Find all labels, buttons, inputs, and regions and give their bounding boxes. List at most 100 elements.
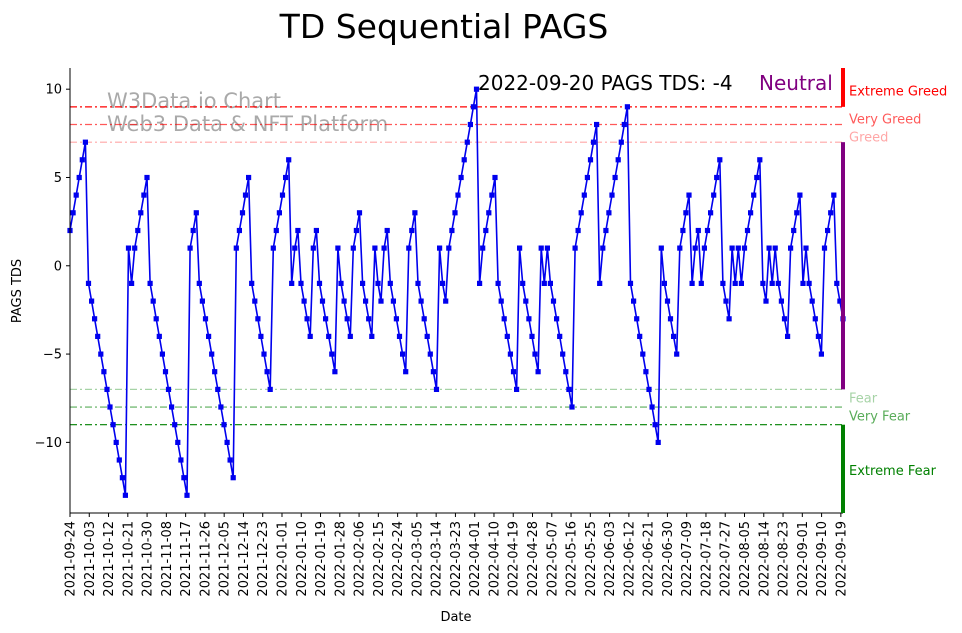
data-point-103 [384, 227, 390, 234]
data-point-68 [276, 210, 282, 216]
data-point-203 [692, 245, 698, 251]
data-point-166 [578, 210, 584, 216]
x-tick-label-2021-12-05: 2021-12-05 [218, 521, 233, 597]
chart-title: TD Sequential PAGS [279, 7, 609, 46]
data-point-23 [138, 210, 144, 216]
data-point-206 [701, 245, 707, 251]
x-tick-label-2022-02-24: 2022-02-24 [391, 521, 406, 597]
data-point-185 [637, 333, 643, 339]
data-point-208 [708, 210, 714, 216]
data-point-70 [283, 174, 289, 181]
data-point-12 [104, 386, 110, 392]
data-point-34 [172, 422, 178, 428]
x-tick-label-2022-01-19: 2022-01-19 [314, 521, 329, 597]
y-axis-label: PAGS TDS [10, 259, 25, 323]
data-point-95 [360, 280, 366, 286]
data-point-24 [141, 192, 147, 198]
data-point-60 [252, 298, 258, 304]
data-point-187 [643, 369, 649, 375]
data-point-241 [809, 298, 815, 304]
data-point-216 [732, 280, 738, 286]
series-pags-tds [67, 86, 846, 498]
data-point-247 [828, 210, 834, 216]
x-tick-label-2022-03-23: 2022-03-23 [449, 521, 464, 597]
data-point-173 [600, 245, 606, 251]
zone-label-fear: Fear [849, 392, 878, 407]
data-point-55 [236, 227, 242, 234]
data-point-87 [335, 245, 341, 251]
data-point-192 [658, 245, 664, 251]
data-point-9 [95, 333, 101, 339]
x-tick-label-2022-06-03: 2022-06-03 [603, 521, 618, 597]
data-point-239 [803, 245, 809, 251]
data-point-3 [76, 174, 82, 181]
data-point-145 [514, 386, 520, 392]
data-point-110 [406, 245, 412, 251]
threshold-lines [70, 106, 843, 426]
data-point-144 [510, 369, 517, 375]
data-point-188 [646, 386, 652, 392]
data-point-163 [569, 404, 575, 410]
data-point-219 [741, 245, 748, 251]
data-point-10 [98, 351, 104, 357]
data-point-138 [492, 174, 498, 181]
data-point-104 [387, 280, 393, 286]
data-point-237 [797, 192, 803, 198]
data-point-181 [624, 104, 630, 110]
y-tick-label-10: 10 [45, 83, 62, 98]
data-point-202 [689, 280, 695, 286]
data-point-155 [544, 245, 550, 251]
watermark-line-1: W3Data.io Chart [107, 89, 281, 113]
data-point-31 [162, 369, 169, 375]
data-point-47 [212, 369, 218, 375]
data-point-142 [504, 333, 510, 339]
data-point-73 [292, 245, 298, 251]
data-point-238 [800, 280, 806, 286]
data-point-96 [363, 298, 369, 304]
data-point-121 [440, 280, 446, 286]
data-point-16 [116, 457, 122, 463]
data-point-32 [165, 386, 172, 392]
x-tick-label-2021-12-14: 2021-12-14 [237, 521, 252, 597]
data-point-37 [181, 475, 187, 481]
data-point-212 [720, 280, 726, 286]
data-point-54 [233, 245, 239, 251]
data-point-123 [446, 245, 452, 251]
sentiment-segment-2 [841, 142, 845, 390]
x-tick-label-2022-01-28: 2022-01-28 [333, 521, 348, 597]
sentiment-bar [841, 68, 845, 513]
data-point-21 [132, 245, 138, 251]
data-point-246 [825, 227, 831, 234]
data-point-236 [794, 210, 800, 216]
x-tick-label-2022-08-05: 2022-08-05 [738, 521, 753, 597]
data-point-22 [135, 227, 141, 234]
data-point-50 [221, 422, 227, 428]
sentiment-segment-3 [841, 424, 845, 513]
x-tick-label-2022-07-18: 2022-07-18 [700, 521, 715, 597]
data-point-88 [338, 280, 344, 286]
x-tick-label-2021-09-24: 2021-09-24 [64, 521, 79, 597]
data-point-183 [631, 298, 637, 304]
data-point-39 [187, 245, 193, 251]
data-point-58 [246, 174, 252, 181]
data-point-154 [541, 280, 547, 286]
x-tick-label-2022-04-19: 2022-04-19 [507, 521, 522, 597]
x-tick-label-2022-05-25: 2022-05-25 [584, 521, 599, 597]
series-line [69, 88, 844, 497]
x-tick-label-2022-04-28: 2022-04-28 [526, 521, 541, 597]
data-point-115 [421, 316, 427, 322]
data-point-176 [609, 192, 615, 198]
x-tick-label-2022-02-15: 2022-02-15 [372, 521, 387, 597]
data-point-174 [603, 227, 609, 234]
data-point-139 [495, 280, 501, 286]
data-point-124 [449, 227, 455, 234]
data-point-242 [812, 316, 818, 322]
data-point-63 [261, 351, 267, 357]
data-point-99 [372, 245, 378, 251]
data-point-17 [119, 475, 125, 481]
x-tick-label-2021-11-26: 2021-11-26 [198, 521, 213, 597]
data-point-204 [695, 227, 701, 234]
data-point-27 [150, 298, 156, 304]
data-point-26 [147, 280, 153, 286]
